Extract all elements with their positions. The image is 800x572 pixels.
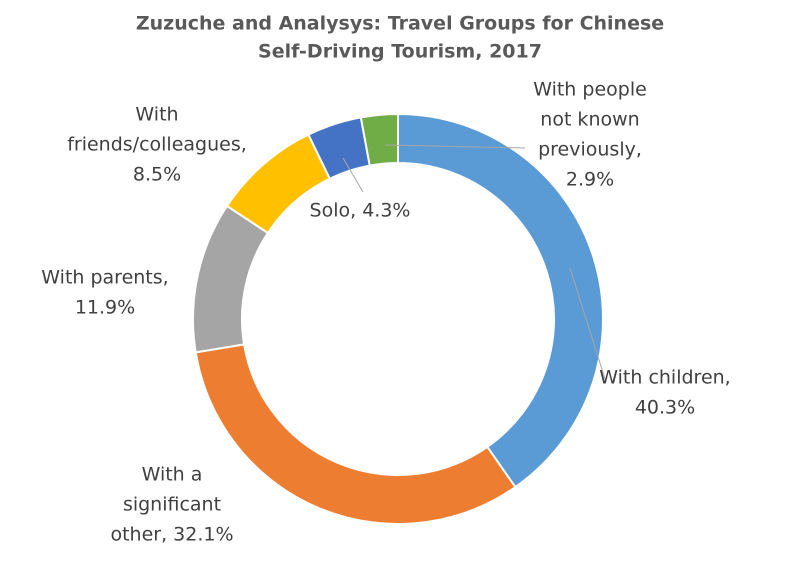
data-label: With bbox=[135, 104, 178, 126]
data-label: 2.9% bbox=[566, 169, 614, 191]
chart-title: Self-Driving Tourism, 2017 bbox=[258, 41, 542, 63]
data-label: not known bbox=[540, 109, 639, 131]
data-label: other, 32.1% bbox=[110, 524, 233, 546]
data-label: friends/colleagues, bbox=[67, 134, 247, 156]
donut-slice bbox=[359, 112, 399, 167]
data-label: previously, bbox=[538, 139, 642, 161]
leader-line bbox=[384, 144, 526, 149]
chart-title: Zuzuche and Analysys: Travel Groups for … bbox=[136, 13, 664, 35]
donut-slice bbox=[192, 204, 270, 354]
data-label: With parents, bbox=[41, 267, 168, 289]
leader-line bbox=[342, 157, 364, 193]
data-label: With children, bbox=[599, 367, 730, 389]
data-label: 11.9% bbox=[75, 297, 135, 319]
data-label: significant bbox=[123, 494, 221, 516]
data-label: With people bbox=[533, 79, 647, 101]
data-label: Solo, 4.3% bbox=[310, 200, 411, 222]
data-label: 40.3% bbox=[635, 397, 695, 419]
donut-slice bbox=[194, 343, 517, 525]
data-label: With a bbox=[142, 464, 203, 486]
donut-slice bbox=[397, 112, 604, 489]
leader-line bbox=[569, 267, 607, 383]
data-label: 8.5% bbox=[133, 164, 181, 186]
